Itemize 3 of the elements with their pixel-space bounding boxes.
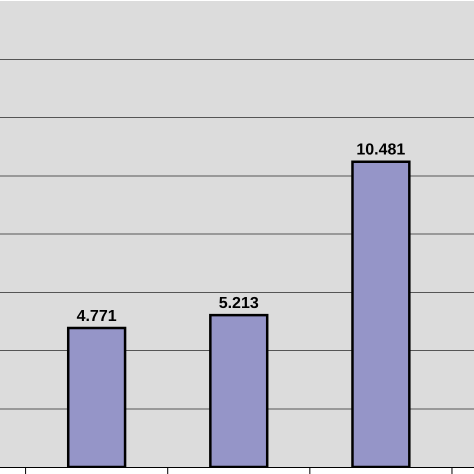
data-label: 10.481 bbox=[356, 142, 406, 159]
data-label: 4.771 bbox=[76, 308, 117, 326]
data-label: 5.213 bbox=[218, 295, 259, 312]
